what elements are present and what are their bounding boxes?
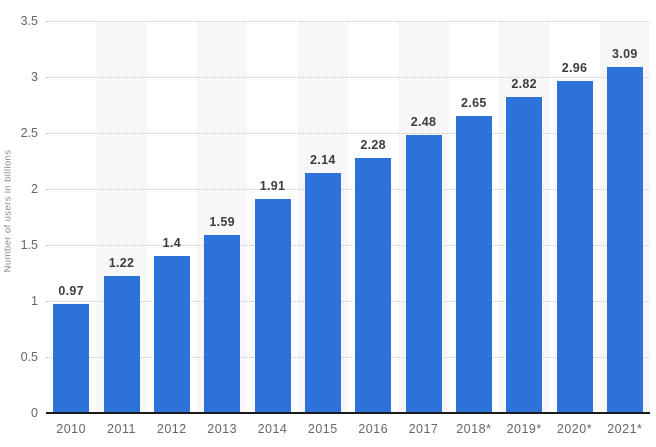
bar-value-label: 1.91 [259, 179, 286, 194]
bar[interactable] [153, 256, 190, 413]
bar-value-label: 2.28 [360, 137, 386, 152]
y-axis-title: Number of users in billions [2, 149, 14, 273]
bar-value-label: 2.65 [461, 96, 487, 111]
x-axis-tick-label: 2010 [56, 422, 87, 436]
y-axis-tick-label: 0.5 [20, 350, 38, 364]
bar[interactable] [355, 157, 392, 413]
x-axis-tick-label: 2016 [358, 422, 389, 436]
bar-value-label: 1.22 [108, 256, 135, 271]
bar-value-label: 2.48 [410, 115, 437, 130]
y-axis-tick-label: 2 [31, 182, 38, 196]
x-axis-tick-label: 2019* [506, 422, 542, 436]
gridline [46, 21, 650, 22]
y-axis-tick-label: 0 [31, 406, 38, 420]
y-axis-tick-label: 3.5 [20, 14, 38, 28]
y-axis-tick-label: 1 [31, 294, 38, 308]
bar[interactable] [606, 66, 643, 413]
bar[interactable] [204, 234, 241, 413]
bar-value-label: 2.82 [511, 77, 537, 92]
bar-value-label: 2.96 [561, 61, 588, 76]
bar-value-label: 2.14 [310, 153, 336, 168]
bar[interactable] [455, 116, 492, 413]
x-axis-tick-label: 2015 [307, 422, 338, 436]
bar[interactable] [304, 173, 341, 413]
y-axis-tick-label: 1.5 [20, 238, 38, 252]
x-axis-tick-label: 2021* [607, 422, 643, 436]
gridline [46, 133, 650, 134]
gridline [46, 189, 650, 190]
gridline [46, 77, 650, 78]
bar-value-label: 1.4 [162, 236, 181, 251]
x-axis-tick-label: 2014 [257, 422, 288, 436]
bar-value-label: 0.97 [58, 284, 84, 299]
x-axis-tick-label: 2012 [156, 422, 187, 436]
bar[interactable] [556, 81, 593, 413]
bar-value-label: 3.09 [612, 46, 638, 61]
bar[interactable] [103, 276, 140, 413]
gridline [46, 301, 650, 302]
bar-value-label: 1.59 [209, 214, 235, 229]
x-axis-tick-label: 2017 [408, 422, 439, 436]
gridline [46, 357, 650, 358]
x-axis-tick-label: 2020* [556, 422, 593, 436]
bar[interactable] [53, 304, 90, 413]
gridline [46, 245, 650, 246]
bar[interactable] [254, 199, 291, 413]
y-axis-tick-label: 2.5 [20, 126, 38, 140]
x-axis-tick-label: 2018* [456, 422, 492, 436]
x-axis-tick-label: 2011 [107, 422, 136, 436]
bar[interactable] [405, 135, 442, 413]
x-axis-tick-label: 2013 [207, 422, 238, 436]
y-axis-tick-label: 3 [31, 70, 38, 84]
bar[interactable] [506, 97, 543, 413]
x-axis-line [46, 412, 650, 414]
